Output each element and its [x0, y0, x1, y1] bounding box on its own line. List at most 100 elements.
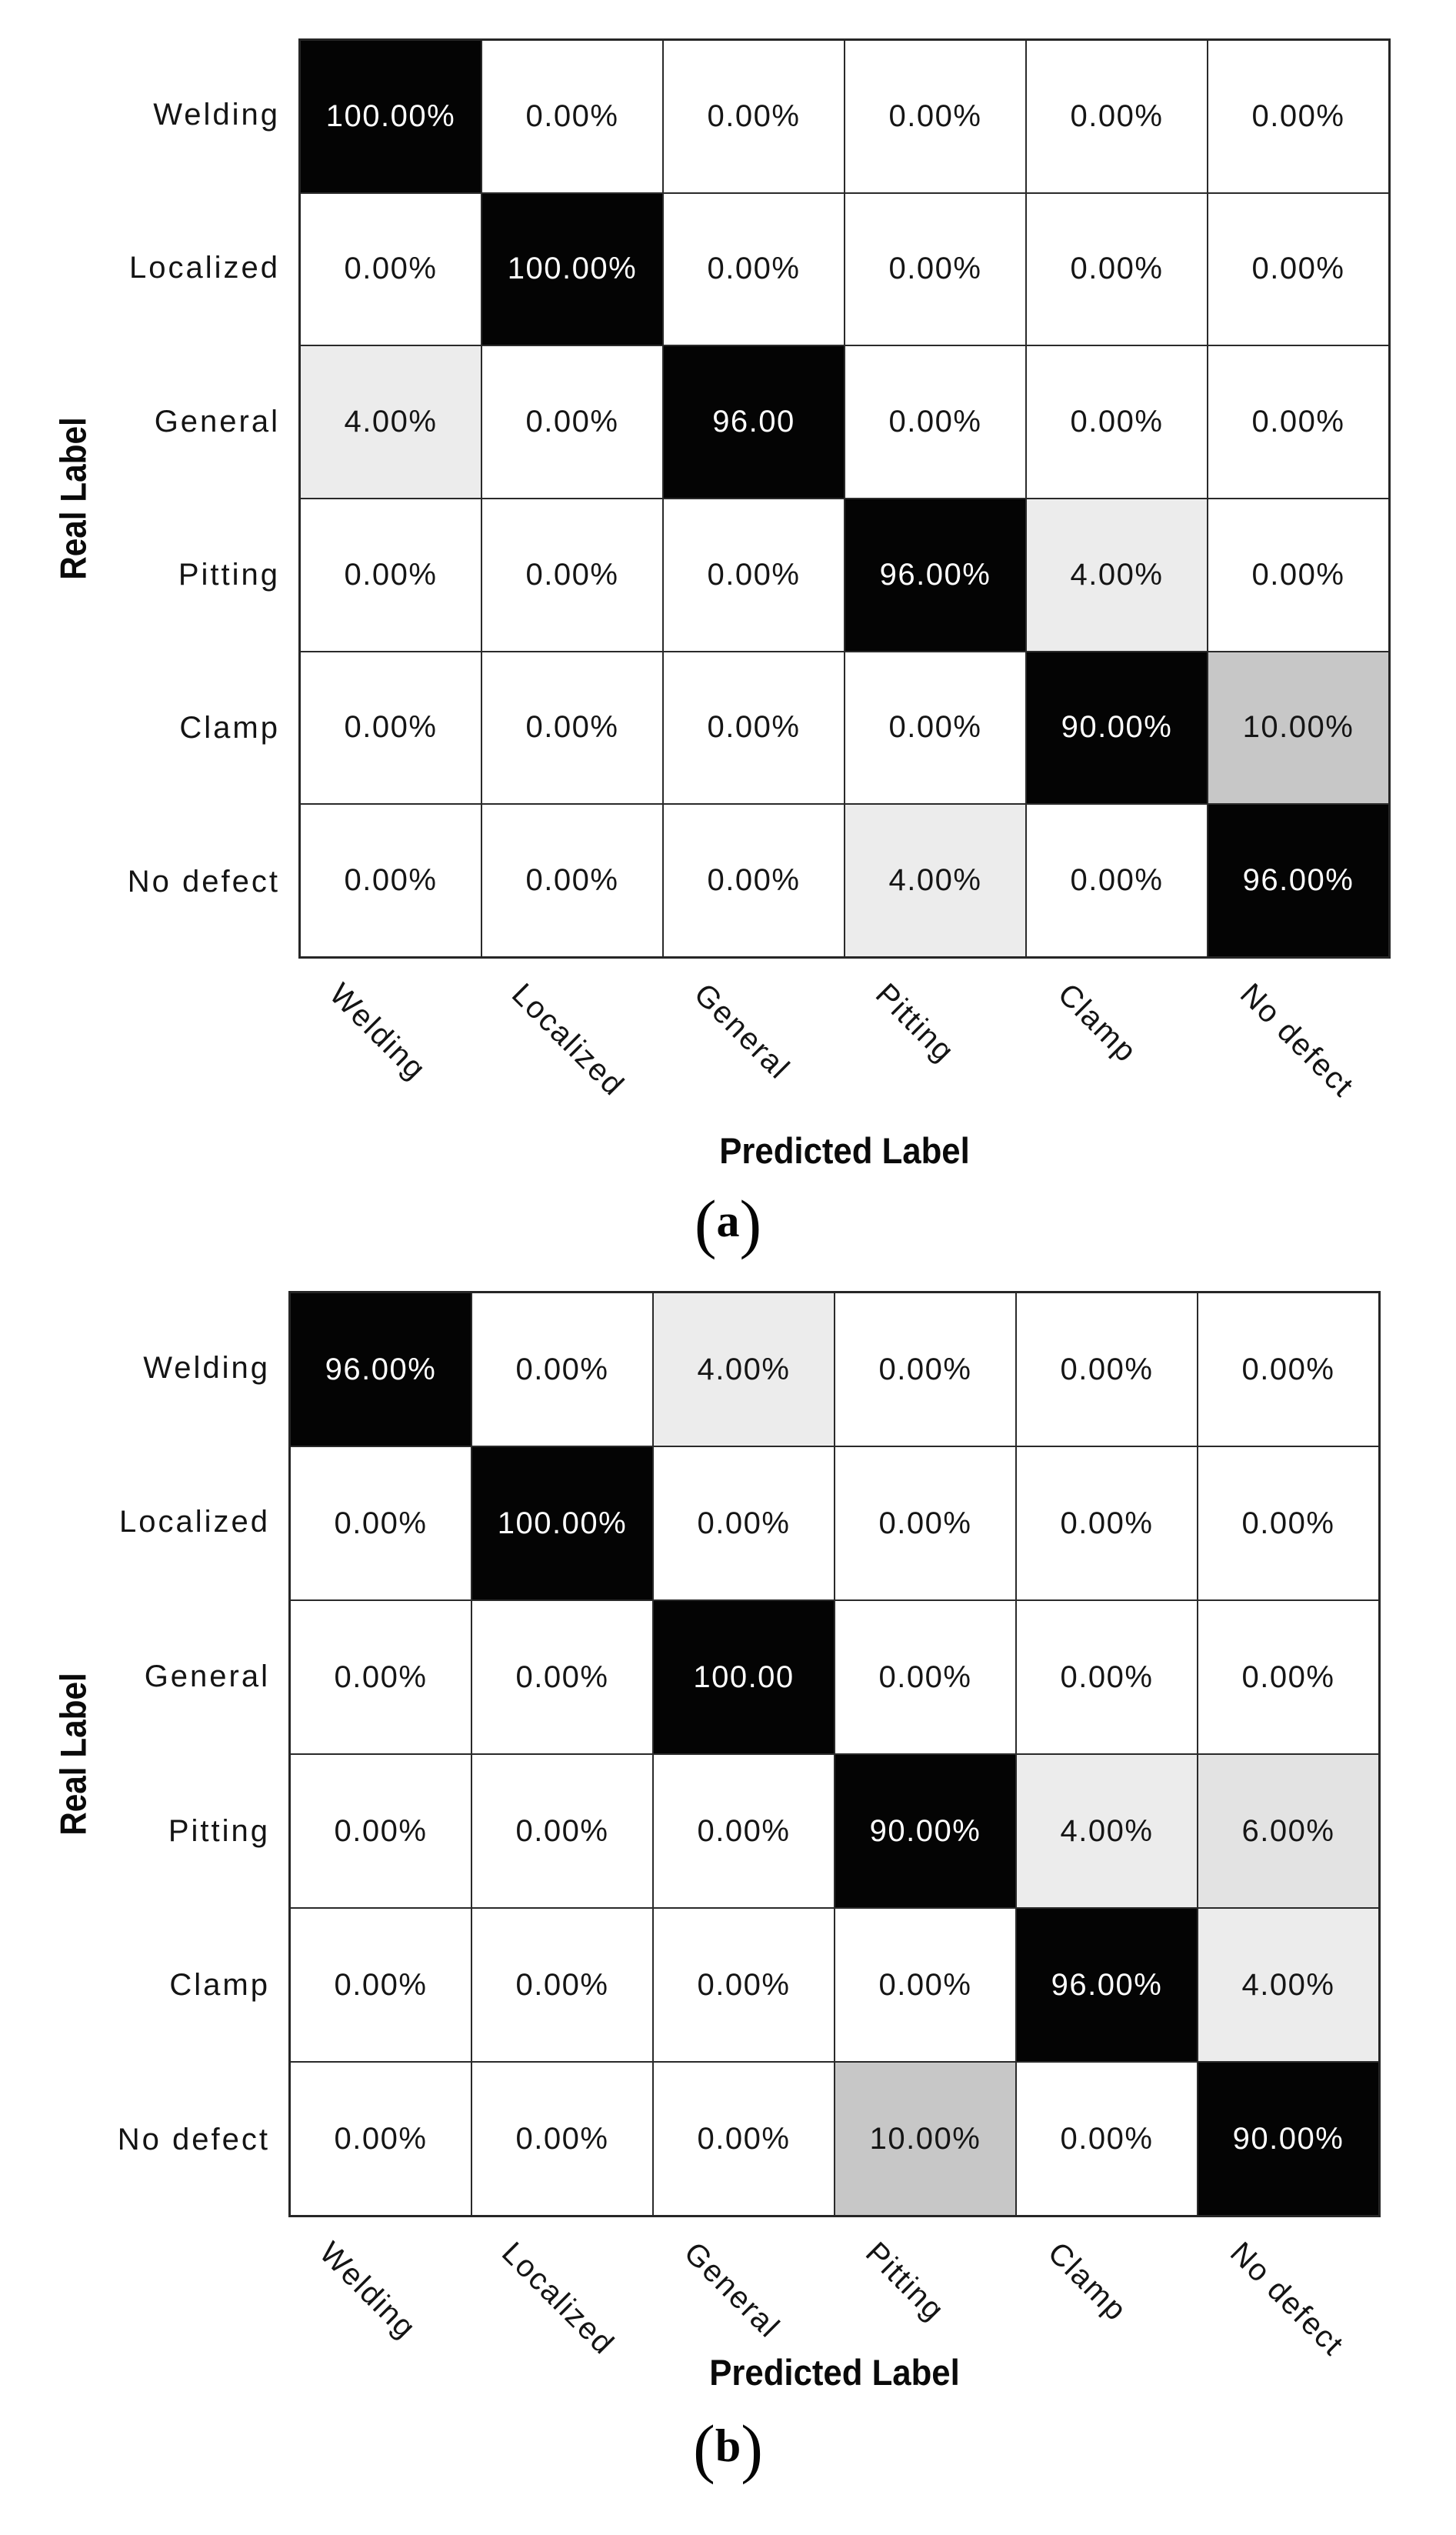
x-tick-label: Clamp: [1041, 2236, 1134, 2328]
matrix-cell: 0.00%: [664, 193, 844, 345]
x-tick-label: Pitting: [869, 977, 961, 1069]
confusion-matrix-b: Real Label Welding Localized General Pittin…: [0, 1268, 1456, 2535]
matrix-cell: 0.00%: [291, 1447, 471, 1599]
matrix-grid: 96.00% 0.00% 4.00% 0.00% 0.00% 0.00% 0.00% 100.…: [288, 1291, 1381, 2217]
matrix-cell: 0.00%: [301, 805, 481, 956]
matrix-cell: 0.00%: [472, 1909, 652, 2061]
row-label: Clamp: [169, 1968, 270, 2003]
matrix-cell: 0.00%: [291, 1755, 471, 1907]
matrix-cell: 0.00%: [1208, 499, 1388, 651]
matrix-cell: 0.00%: [1198, 1447, 1378, 1599]
matrix-cell: 0.00%: [654, 1909, 834, 2061]
row-label: Pitting: [178, 558, 280, 592]
x-tick-label: Welding: [323, 977, 433, 1087]
row-label: No defect: [127, 864, 280, 899]
matrix-cell: 0.00%: [291, 1601, 471, 1753]
x-axis-title: Predicted Label: [298, 1129, 1391, 1172]
x-tick-label: No defect: [1223, 2236, 1351, 2363]
matrix-cell: 0.00%: [835, 1601, 1015, 1753]
matrix-cell: 0.00%: [654, 1755, 834, 1907]
x-tick-labels: Welding Localized General Pitting Clamp No de…: [0, 972, 1456, 1138]
matrix-cell: 4.00%: [654, 1293, 834, 1446]
matrix-cell: 0.00%: [291, 2063, 471, 2215]
matrix-cell: 0.00%: [1017, 2063, 1197, 2215]
confusion-matrix-a: Real Label Welding Localized General Pittin…: [0, 38, 1456, 1260]
matrix-cell: 0.00%: [301, 652, 481, 804]
matrix-cell: 4.00%: [1027, 499, 1207, 651]
matrix-cell: 90.00%: [1198, 2063, 1378, 2215]
matrix-cell: 96.00%: [1208, 805, 1388, 956]
row-label: Localized: [128, 251, 280, 285]
x-axis-title: Predicted Label: [288, 2351, 1381, 2393]
x-axis-title-text: Predicted Label: [709, 2352, 960, 2393]
matrix-cell: 0.00%: [482, 805, 662, 956]
figure-caption: (a): [694, 1186, 762, 1260]
x-tick-label: General: [677, 2236, 787, 2345]
matrix-cell: 0.00%: [664, 41, 844, 192]
matrix-cell: 0.00%: [1198, 1601, 1378, 1753]
matrix-cell: 96.00%: [1017, 1909, 1197, 2061]
matrix-cell: 0.00%: [835, 1293, 1015, 1446]
figure-caption: (b): [693, 2411, 763, 2485]
matrix-cell: 100.00%: [482, 193, 662, 345]
matrix-cell: 0.00%: [1027, 805, 1207, 956]
matrix-cell: 0.00%: [845, 652, 1025, 804]
row-labels: Welding Localized General Pitting Clamp No de…: [0, 38, 280, 959]
x-tick-label: Localized: [495, 2236, 621, 2362]
matrix-cell: 4.00%: [845, 805, 1025, 956]
matrix-cell: 0.00%: [664, 499, 844, 651]
matrix-grid: 100.00% 0.00% 0.00% 0.00% 0.00% 0.00% 0.00% 100…: [298, 38, 1391, 959]
matrix-cell: 0.00%: [482, 41, 662, 192]
matrix-cell: 0.00%: [845, 346, 1025, 498]
matrix-cell: 6.00%: [1198, 1755, 1378, 1907]
matrix-cell: 0.00%: [472, 1293, 652, 1446]
matrix-cell: 10.00%: [835, 2063, 1015, 2215]
matrix-cell: 0.00%: [472, 2063, 652, 2215]
matrix-cell: 0.00%: [1027, 346, 1207, 498]
matrix-cell: 0.00%: [664, 652, 844, 804]
matrix-cell: 0.00%: [301, 193, 481, 345]
matrix-cell: 0.00%: [654, 2063, 834, 2215]
matrix-cell: 0.00%: [1027, 193, 1207, 345]
matrix-cell: 0.00%: [472, 1755, 652, 1907]
x-tick-label: Pitting: [859, 2236, 951, 2328]
matrix-cell: 100.00: [654, 1601, 834, 1753]
matrix-cell: 0.00%: [482, 499, 662, 651]
row-label: No defect: [117, 2123, 270, 2157]
x-tick-label: Welding: [313, 2236, 423, 2346]
matrix-cell: 0.00%: [1208, 346, 1388, 498]
x-axis-title-text: Predicted Label: [719, 1130, 970, 1171]
matrix-cell: 0.00%: [664, 805, 844, 956]
x-tick-label: No defect: [1233, 977, 1361, 1104]
matrix-cell: 0.00%: [472, 1601, 652, 1753]
row-label: Clamp: [179, 711, 280, 745]
x-tick-label: General: [687, 977, 797, 1086]
matrix-cell: 4.00%: [1198, 1909, 1378, 2061]
matrix-cell: 0.00%: [301, 499, 481, 651]
matrix-cell: 4.00%: [1017, 1755, 1197, 1907]
matrix-cell: 10.00%: [1208, 652, 1388, 804]
matrix-cell: 0.00%: [1027, 41, 1207, 192]
x-tick-label: Localized: [505, 977, 631, 1103]
matrix-cell: 0.00%: [1017, 1601, 1197, 1753]
matrix-cell: 90.00%: [1027, 652, 1207, 804]
matrix-cell: 0.00%: [845, 193, 1025, 345]
matrix-cell: 0.00%: [1017, 1293, 1197, 1446]
matrix-cell: 0.00%: [1208, 41, 1388, 192]
x-tick-label: Clamp: [1051, 977, 1144, 1069]
matrix-cell: 0.00%: [1017, 1447, 1197, 1599]
row-label: Welding: [143, 1350, 270, 1385]
row-label: Welding: [153, 98, 280, 132]
row-label: Pitting: [168, 1813, 270, 1848]
matrix-cell: 100.00%: [472, 1447, 652, 1599]
matrix-cell: 0.00%: [845, 41, 1025, 192]
row-labels: Welding Localized General Pitting Clamp No de…: [0, 1291, 270, 2217]
matrix-cell: 90.00%: [835, 1755, 1015, 1907]
matrix-cell: 0.00%: [1208, 193, 1388, 345]
matrix-cell: 0.00%: [482, 652, 662, 804]
row-label: General: [154, 404, 280, 439]
matrix-cell: 0.00%: [835, 1447, 1015, 1599]
matrix-cell: 4.00%: [301, 346, 481, 498]
matrix-cell: 0.00%: [291, 1909, 471, 2061]
